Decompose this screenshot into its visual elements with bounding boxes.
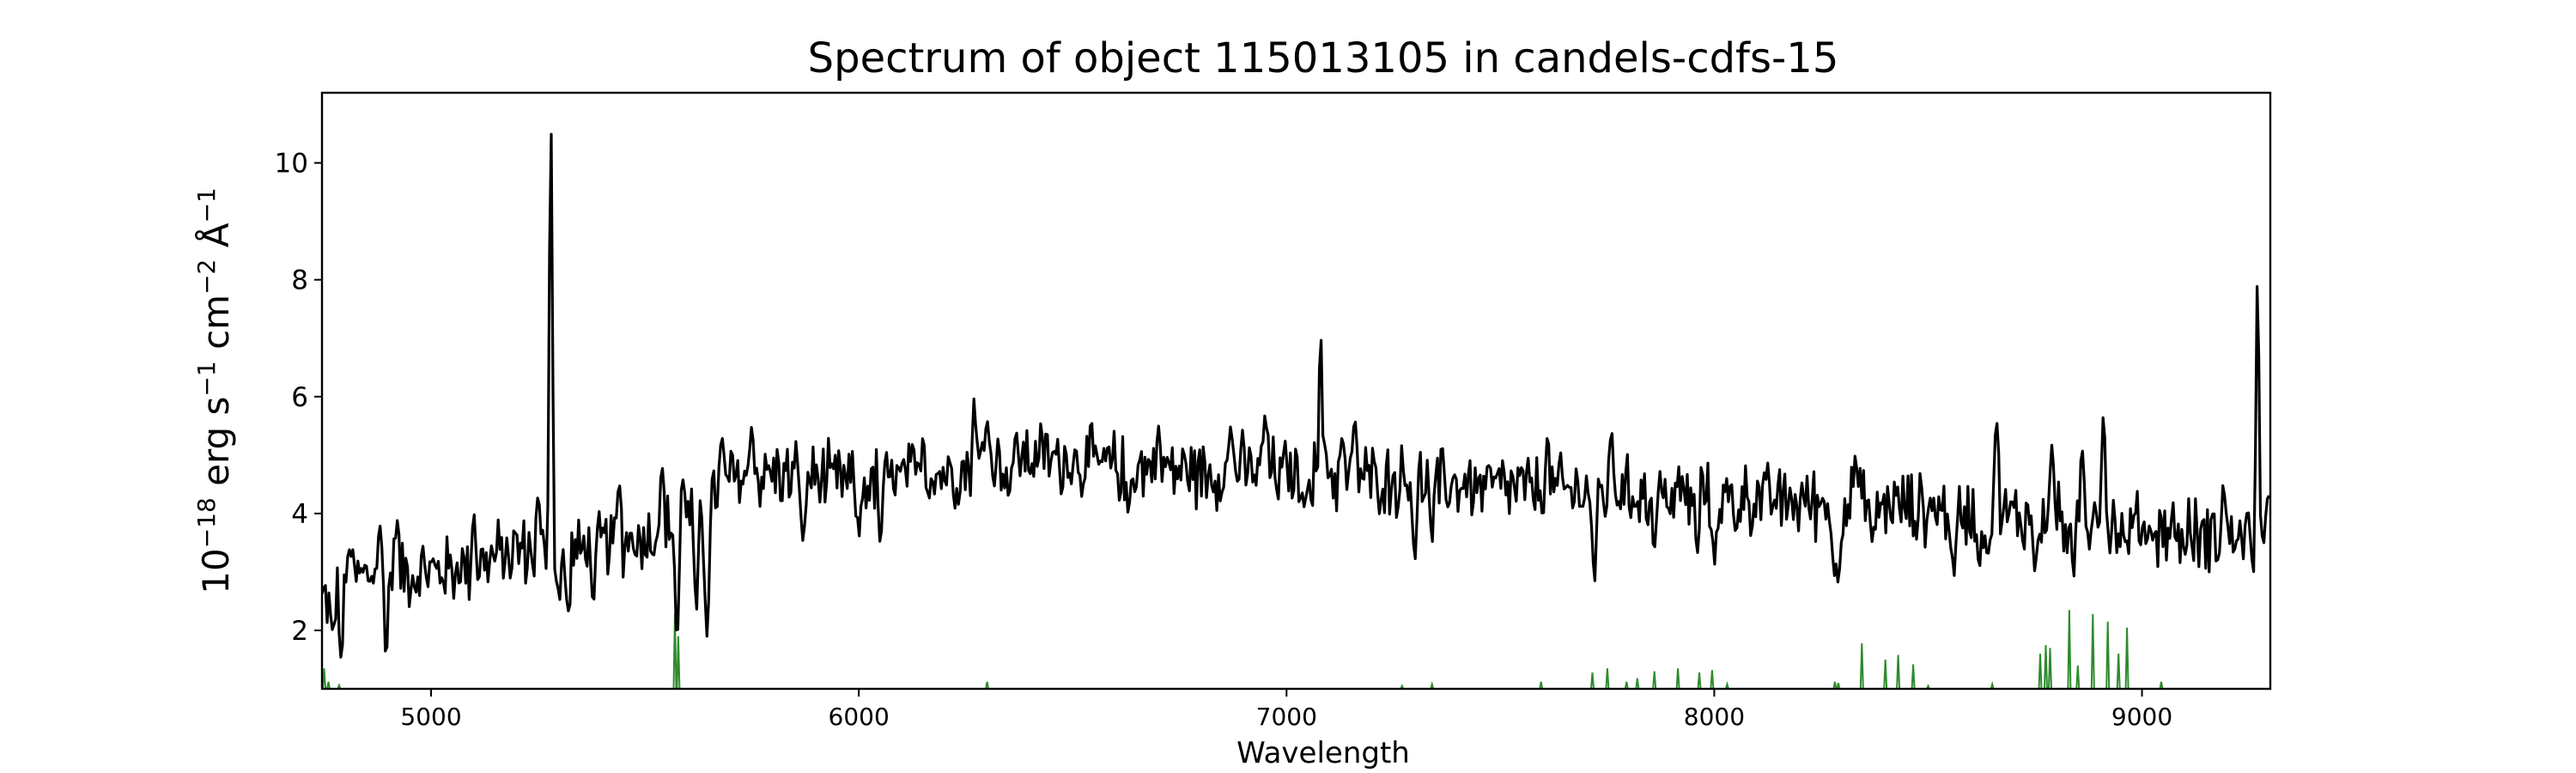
plot-frame <box>320 91 2272 691</box>
y-tick-label: 2 <box>291 616 308 647</box>
flux-series <box>322 132 2270 659</box>
x-tick-label: 8000 <box>1684 703 1745 731</box>
flux-line <box>322 132 2270 659</box>
y-tick-label: 8 <box>291 265 308 296</box>
y-axis-label: 10−18 erg s−1 cm−2 Å−1 <box>192 187 237 593</box>
plot-area <box>320 91 2272 691</box>
x-axis-ticks: 5000 6000 7000 8000 9000 <box>400 689 2172 731</box>
x-tick-label: 6000 <box>829 703 890 731</box>
sky-line <box>322 610 2270 689</box>
x-axis-label: Wavelength <box>1236 736 1410 770</box>
x-tick-label: 9000 <box>2111 703 2172 731</box>
x-tick-label: 7000 <box>1256 703 1317 731</box>
x-tick-label: 5000 <box>400 703 461 731</box>
chart-title: Spectrum of object 115013105 in candels-… <box>808 34 1839 82</box>
y-tick-label: 10 <box>275 149 308 180</box>
y-tick-label: 4 <box>291 499 308 530</box>
y-axis-ticks: 2 4 6 8 10 <box>275 149 322 647</box>
sky-lines-series <box>322 610 2270 689</box>
y-tick-label: 6 <box>291 382 308 413</box>
